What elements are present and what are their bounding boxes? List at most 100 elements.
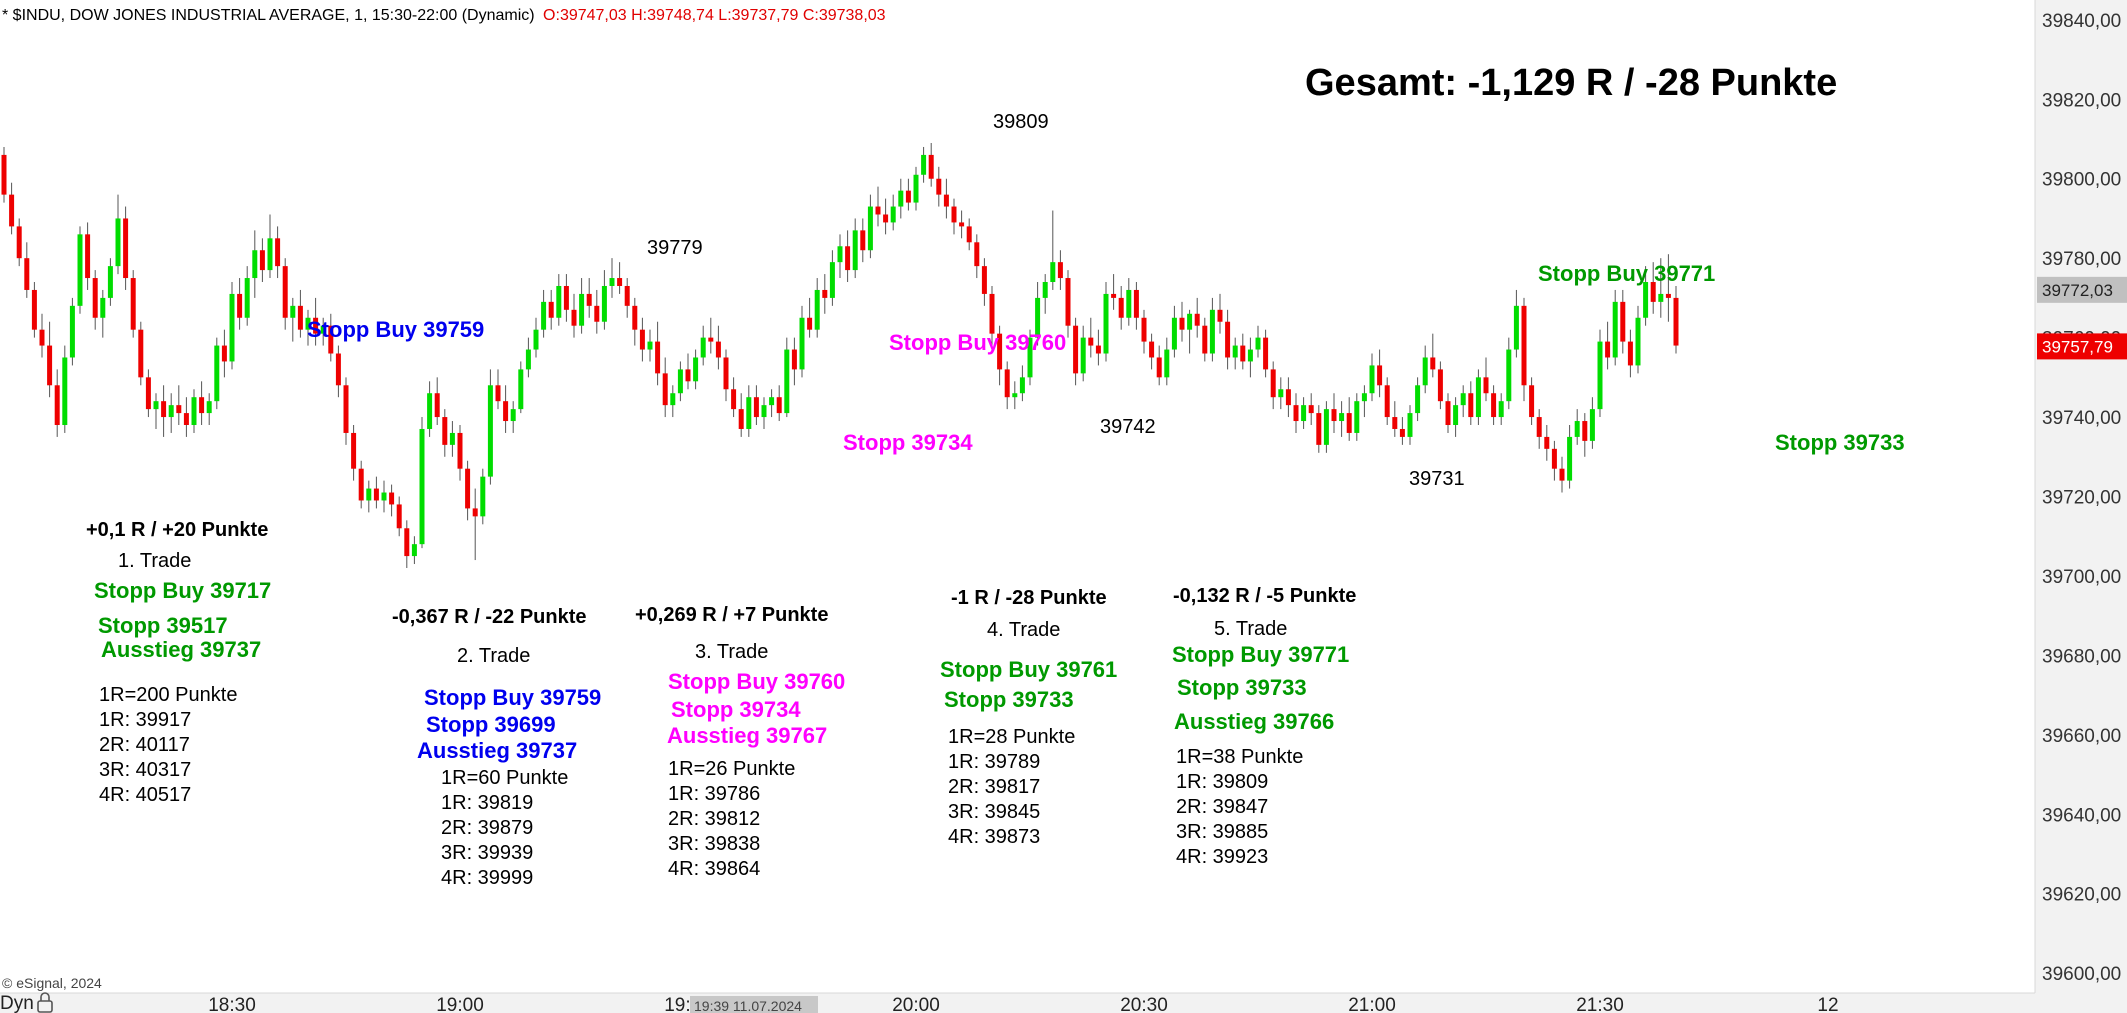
candle	[503, 401, 509, 422]
candle	[852, 230, 858, 271]
low-label-39742: 39742	[1100, 416, 1156, 438]
candle	[1301, 405, 1307, 422]
candle	[1643, 282, 1649, 318]
candle	[1612, 301, 1618, 358]
candle	[1377, 365, 1383, 386]
trade-1-name: 1. Trade	[118, 550, 191, 572]
candle	[997, 333, 1003, 370]
candle	[845, 246, 851, 271]
candle	[723, 357, 729, 390]
candle	[1217, 309, 1223, 322]
candle	[677, 369, 683, 394]
trade-2-result: -0,367 R / -22 Punkte	[392, 606, 587, 628]
candle	[1209, 309, 1215, 354]
candle	[1187, 313, 1193, 330]
candle	[586, 293, 592, 306]
price-tag-label: 39757,79	[2042, 337, 2113, 356]
candle	[1232, 345, 1238, 358]
trade-2-order-2: Stopp 39699	[426, 712, 556, 737]
lock-icon[interactable]	[37, 992, 53, 1013]
candle	[434, 393, 440, 418]
x-tick-label: 20:00	[892, 995, 940, 1013]
candle	[556, 285, 562, 318]
candle	[1650, 282, 1656, 302]
trade-4-target-3: 3R: 39845	[948, 801, 1040, 823]
candle	[24, 258, 30, 290]
candle	[731, 389, 737, 410]
candle	[708, 337, 714, 342]
candle	[130, 278, 136, 330]
candle	[206, 401, 212, 414]
candle	[1437, 369, 1443, 402]
candle	[1088, 337, 1094, 346]
x-tick-label: 12	[1817, 995, 1838, 1013]
candle	[252, 250, 258, 279]
candle	[1171, 317, 1177, 350]
candle	[1498, 401, 1504, 418]
candle	[366, 488, 372, 501]
candle	[1392, 417, 1398, 429]
candle	[1483, 377, 1489, 394]
high-label-39809: 39809	[993, 111, 1049, 133]
time-axis-ticks: 18:30 19:00 19:30 20:00 20:30 21:00 21:30 12	[208, 995, 1838, 1013]
candle	[480, 476, 486, 517]
candle	[275, 238, 281, 267]
candle	[1141, 317, 1147, 342]
candle	[1019, 377, 1025, 394]
candle	[1658, 293, 1664, 302]
candle	[100, 297, 106, 318]
candle	[115, 218, 121, 267]
candle	[1004, 369, 1010, 398]
candle	[282, 266, 288, 318]
candle	[495, 385, 501, 402]
trade-5-target-3: 3R: 39885	[1176, 821, 1268, 843]
candle	[229, 293, 235, 362]
candle	[214, 345, 220, 402]
trade-2-name: 2. Trade	[457, 645, 530, 667]
candle	[753, 397, 759, 418]
candle	[533, 329, 539, 350]
candle	[396, 504, 402, 529]
trade-5-order-1: Stopp Buy 39771	[1172, 642, 1349, 667]
candle	[1422, 357, 1428, 386]
candle	[1635, 317, 1641, 366]
order-label-stopp-39733: Stopp 39733	[1775, 430, 1905, 455]
trade-5-block: -0,132 R / -5 Punkte 5. Trade Stopp Buy …	[1172, 585, 1356, 868]
candle	[259, 250, 265, 271]
price-tags: 39772,03 39757,79	[2037, 276, 2127, 360]
candle	[1513, 305, 1519, 350]
price-axis-panel[interactable]	[2035, 0, 2127, 1013]
trade-3-target-2: 2R: 39812	[668, 808, 760, 830]
candle	[1589, 409, 1595, 441]
candle	[1164, 349, 1170, 378]
candle	[31, 289, 37, 330]
trade-5-target-4: 4R: 39923	[1176, 846, 1268, 868]
trade-4-target-2: 2R: 39817	[948, 776, 1040, 798]
trade-4-target-1: 1R: 39789	[948, 751, 1040, 773]
trade-5-order-3: Ausstieg 39766	[1174, 709, 1334, 734]
trade-3-order-2: Stopp 39734	[671, 697, 801, 722]
candle	[1057, 262, 1063, 279]
candle	[541, 301, 547, 330]
candle	[974, 242, 980, 267]
candle	[16, 226, 22, 259]
candle	[427, 393, 433, 429]
trade-4-name: 4. Trade	[987, 619, 1060, 641]
candle	[784, 349, 790, 414]
candle	[351, 432, 357, 469]
y-tick-label: 39700,00	[2042, 567, 2121, 588]
time-axis-panel[interactable]	[0, 993, 2035, 1013]
candle	[457, 432, 463, 469]
trade-2-target-3: 3R: 39939	[441, 842, 533, 864]
candle	[799, 317, 805, 370]
candle	[867, 206, 873, 251]
candle	[313, 317, 319, 334]
candle	[1012, 393, 1018, 398]
candle	[381, 492, 387, 501]
candle	[161, 401, 167, 418]
dynamic-mode-label[interactable]: Dyn	[0, 993, 34, 1013]
candle	[145, 377, 151, 410]
candle	[1597, 341, 1603, 410]
candle	[39, 329, 45, 346]
